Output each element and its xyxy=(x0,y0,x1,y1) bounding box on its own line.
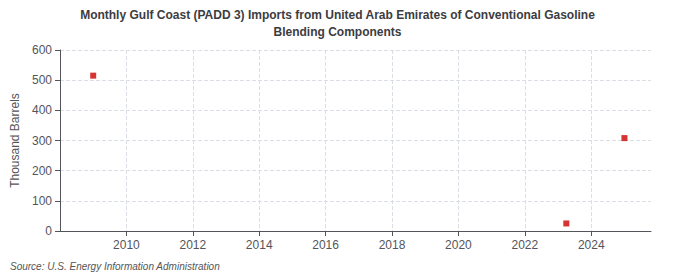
svg-text:2012: 2012 xyxy=(179,238,206,252)
svg-text:2010: 2010 xyxy=(113,238,140,252)
svg-text:Monthly Gulf Coast (PADD 3) Im: Monthly Gulf Coast (PADD 3) Imports from… xyxy=(80,8,595,22)
svg-text:2016: 2016 xyxy=(312,238,339,252)
svg-text:400: 400 xyxy=(32,103,52,117)
svg-text:2018: 2018 xyxy=(379,238,406,252)
svg-text:100: 100 xyxy=(32,194,52,208)
svg-text:300: 300 xyxy=(32,134,52,148)
svg-text:200: 200 xyxy=(32,164,52,178)
svg-text:0: 0 xyxy=(45,224,52,238)
svg-text:2020: 2020 xyxy=(445,238,472,252)
svg-text:600: 600 xyxy=(32,43,52,57)
svg-text:Thousand Barrels: Thousand Barrels xyxy=(8,93,22,188)
svg-text:2022: 2022 xyxy=(511,238,538,252)
svg-text:Blending Components: Blending Components xyxy=(274,25,402,39)
svg-text:500: 500 xyxy=(32,73,52,87)
svg-text:2014: 2014 xyxy=(246,238,273,252)
svg-text:2024: 2024 xyxy=(578,238,605,252)
svg-text:Source: U.S. Energy Informatio: Source: U.S. Energy Information Administ… xyxy=(10,261,220,272)
